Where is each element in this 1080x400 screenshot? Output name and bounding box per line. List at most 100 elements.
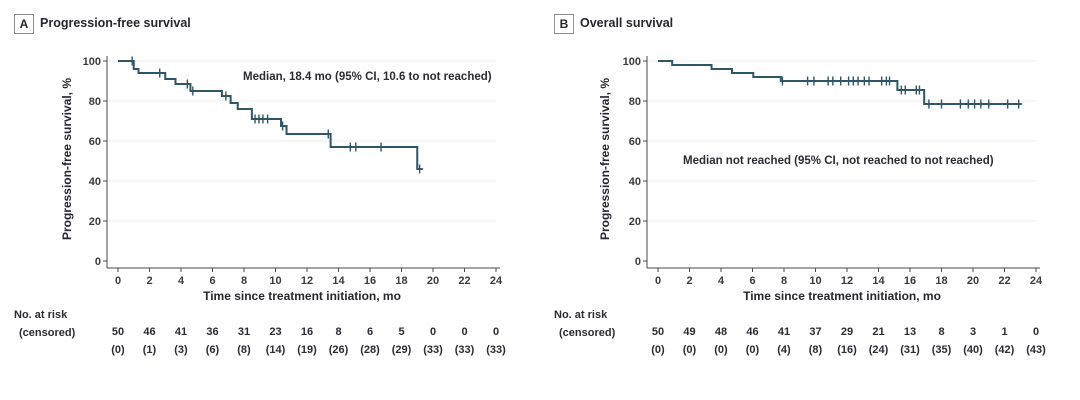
censored-count: (0) [745,344,760,356]
censored-count: (24) [868,344,889,356]
panel-b-letter-badge: B [554,14,574,34]
panel-a-title: Progression-free survival [40,16,191,30]
panel-a-no-at-risk-label: No. at risk [14,309,68,321]
x-tick-label: 0 [115,275,121,287]
y-tick-label: 60 [89,136,101,148]
y-tick-label: 60 [629,136,641,148]
censored-count: (35) [931,344,952,356]
censored-count: (4) [777,344,791,356]
x-tick-label: 10 [809,275,821,287]
censored-count: (6) [205,344,220,356]
x-tick-label: 8 [241,275,247,287]
at-risk-count: 41 [174,326,188,338]
censored-count: (0) [682,344,697,356]
x-tick-label: 16 [904,275,916,287]
at-risk-count: 1 [1001,326,1008,338]
y-tick-label: 80 [629,96,641,108]
at-risk-count: 41 [777,326,791,338]
panel-b-title: Overall survival [580,16,674,30]
censored-count: (0) [651,344,665,356]
x-tick-label: 4 [178,275,185,287]
censored-count: (26) [328,344,349,356]
at-risk-count: 46 [746,326,759,338]
axis-lines [646,56,1040,269]
censored-count: (42) [994,344,1015,356]
at-risk-count: 29 [840,326,854,338]
censored-count: (16) [837,344,857,356]
panel-b-median-annotation: Median not reached (95% CI, not reached … [683,155,994,167]
y-tick-label: 0 [635,256,641,268]
x-tick-label: 2 [146,275,152,287]
y-tick-label: 20 [89,216,101,228]
panel-b: B Overall survival Progression-free surv… [540,0,1080,400]
x-tick-label: 0 [655,275,661,287]
panel-a: A Progression-free survival Progression-… [14,14,506,356]
censored-count: (29) [391,344,412,356]
at-risk-count: 6 [366,326,374,338]
at-risk-count: 13 [903,326,917,338]
panel-a-x-axis-label: Time since treatment initiation, mo [203,289,401,303]
x-tick-label: 20 [427,275,439,287]
x-tick-label: 16 [364,275,376,287]
at-risk-count: 50 [651,326,665,338]
censored-count: (0) [111,344,125,356]
censored-count: (33) [454,344,475,356]
y-tick-label: 20 [629,216,641,228]
at-risk-count: 50 [111,326,125,338]
x-tick-label: 22 [998,275,1010,287]
axis-lines [106,56,500,269]
at-risk-count: 21 [872,326,885,338]
panel-b-censored-label: (censored) [559,327,616,339]
panel-a-median-annotation: Median, 18.4 mo (95% CI, 10.6 to not rea… [243,71,492,83]
panel-a-letter-badge: A [14,14,34,34]
at-risk-count: 0 [1032,326,1040,338]
at-risk-count: 3 [969,326,977,338]
survival-curve [118,60,423,170]
censored-count: (8) [808,344,823,356]
y-tick-label: 0 [95,256,101,268]
x-tick-label: 6 [749,275,755,287]
x-tick-label: 12 [301,275,313,287]
x-tick-label: 4 [718,275,725,287]
x-tick-label: 6 [209,275,215,287]
censored-count: (1) [142,344,157,356]
at-risk-count: 16 [300,326,314,338]
at-risk-count: 31 [237,326,251,338]
y-tick-label: 100 [83,56,101,68]
at-risk-count: 0 [492,326,500,338]
survival-curve [658,60,1022,105]
panel-b-no-at-risk-label: No. at risk [554,309,608,321]
x-tick-label: 12 [841,275,853,287]
at-risk-count: 5 [398,326,405,338]
censored-count: (33) [423,344,443,356]
panel-b-x-axis-label: Time since treatment initiation, mo [743,289,941,303]
censored-count: (40) [963,344,983,356]
at-risk-count: 8 [938,326,945,338]
x-tick-label: 24 [1030,275,1043,287]
panel-a-censored-label: (censored) [19,327,76,339]
censored-count: (33) [486,344,506,356]
censored-count: (8) [237,344,251,356]
x-tick-label: 14 [872,275,885,287]
at-risk-count: 23 [269,326,282,338]
panel-b-header: B Overall survival [540,14,1080,34]
at-risk-count: 46 [143,326,156,338]
x-tick-label: 2 [686,275,692,287]
at-risk-count: 48 [714,326,728,338]
censored-count: (3) [174,344,188,356]
censored-count: (0) [714,344,728,356]
y-tick-label: 40 [629,176,641,188]
y-tick-label: 100 [623,56,641,68]
x-tick-label: 18 [395,275,407,287]
x-tick-label: 20 [967,275,979,287]
censored-count: (31) [900,344,920,356]
at-risk-count: 37 [809,326,822,338]
censored-count: (14) [265,344,286,356]
censored-count: (19) [297,344,317,356]
x-tick-label: 14 [332,275,345,287]
at-risk-count: 8 [335,326,342,338]
x-tick-label: 18 [935,275,947,287]
